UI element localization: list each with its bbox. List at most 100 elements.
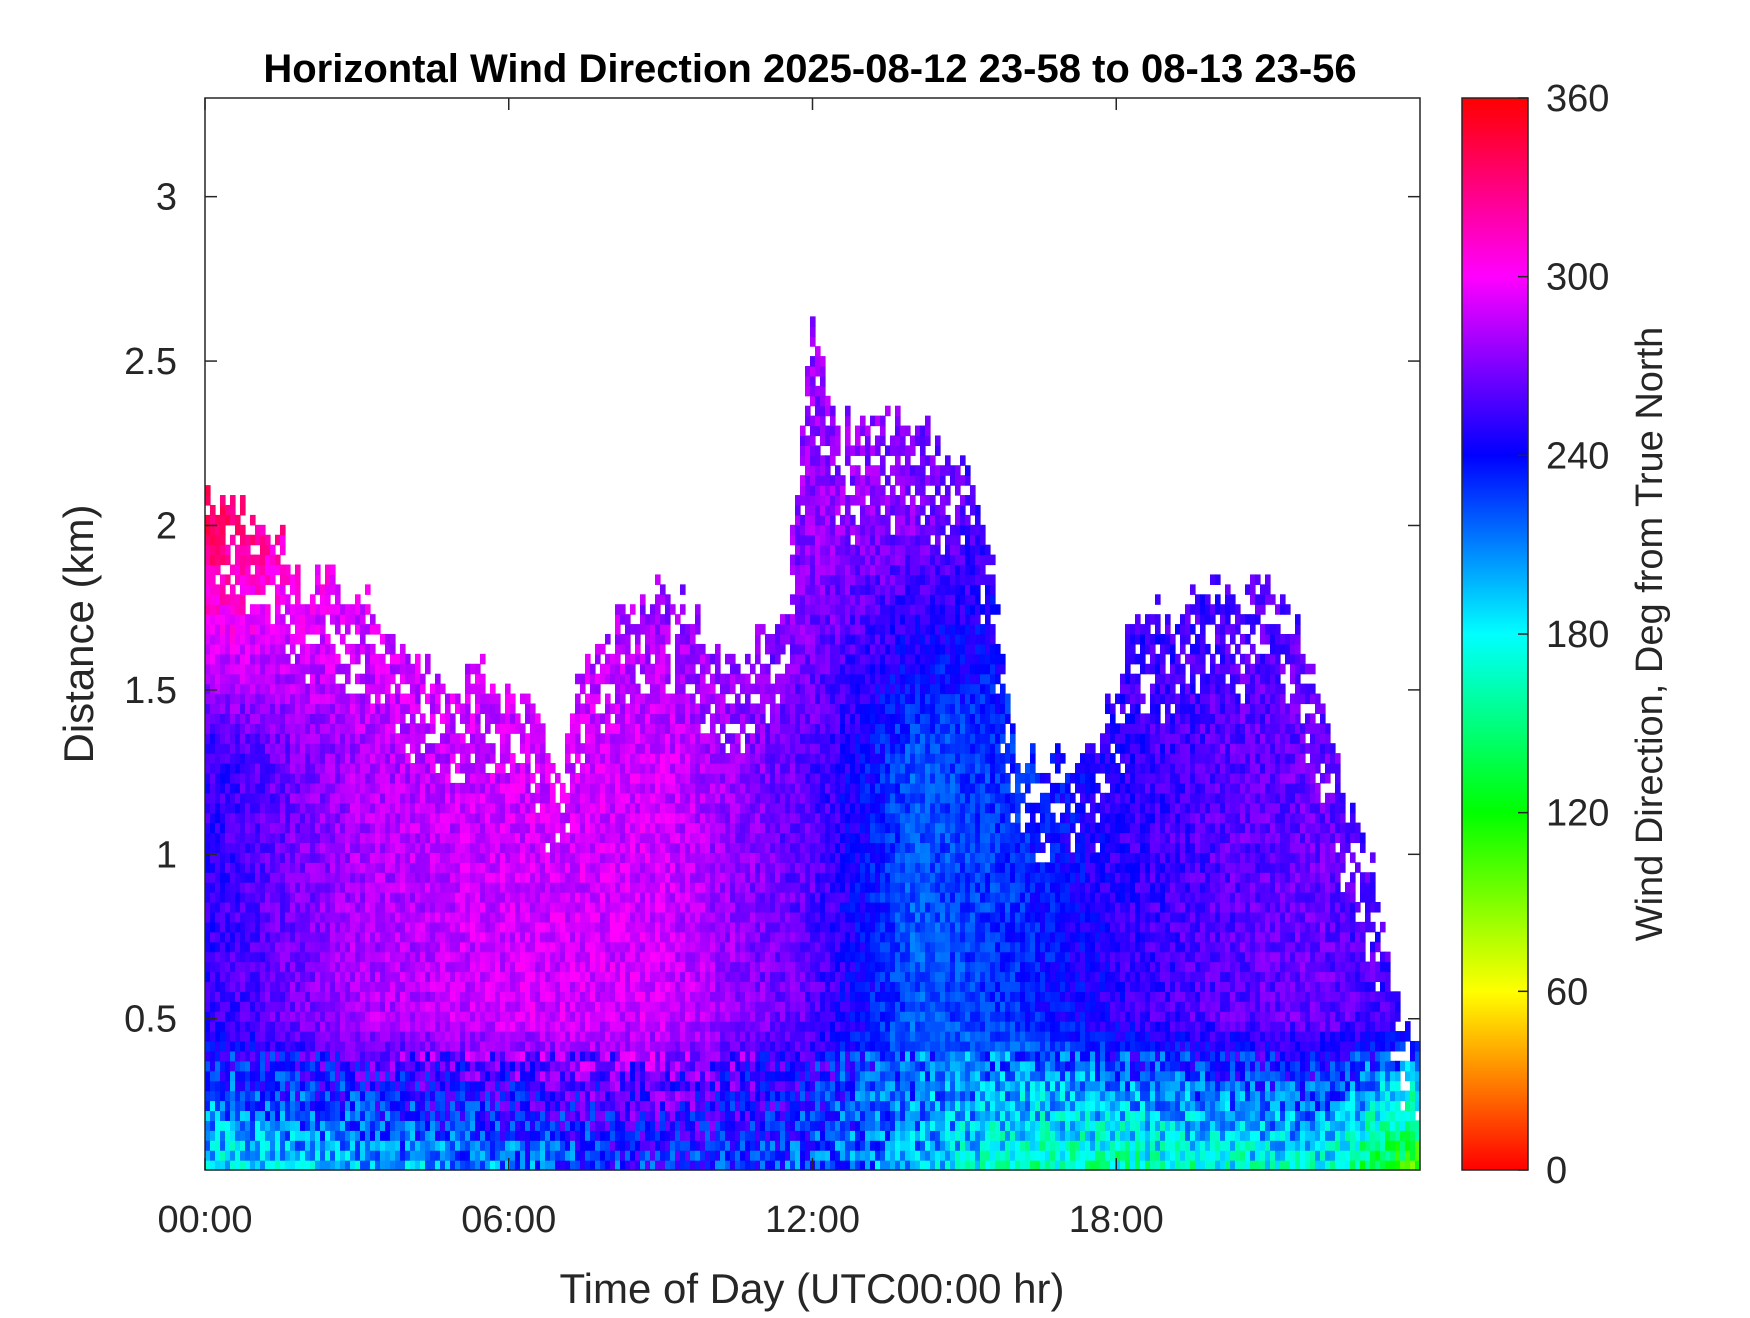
heatmap-cell	[485, 981, 491, 992]
heatmap-cell	[285, 911, 291, 923]
heatmap-cell	[450, 971, 456, 983]
heatmap-cell	[220, 892, 226, 903]
heatmap-cell	[575, 862, 581, 873]
heatmap-cell	[490, 1140, 496, 1151]
heatmap-cell	[665, 763, 671, 774]
heatmap-cell	[310, 753, 316, 764]
heatmap-cell	[380, 653, 386, 665]
heatmap-cell	[435, 782, 441, 794]
heatmap-cell	[665, 772, 671, 784]
heatmap-cell	[375, 1060, 381, 1072]
heatmap-cell	[630, 812, 636, 824]
heatmap-cell	[255, 822, 261, 834]
heatmap-cell	[260, 1031, 266, 1042]
heatmap-cell	[600, 1100, 606, 1112]
heatmap-cell	[570, 802, 576, 814]
heatmap-cell	[350, 822, 356, 834]
heatmap-cell	[360, 1001, 366, 1012]
heatmap-cell	[550, 1090, 556, 1102]
heatmap-cell	[220, 683, 226, 695]
heatmap-cell	[450, 931, 456, 943]
heatmap-cell	[555, 1011, 561, 1022]
heatmap-cell	[470, 1150, 476, 1161]
heatmap-cell	[425, 882, 431, 893]
heatmap-cell	[375, 921, 381, 933]
heatmap-cell	[430, 713, 436, 724]
heatmap-cell	[405, 792, 411, 804]
heatmap-cell	[480, 673, 486, 685]
heatmap-cell	[225, 634, 231, 645]
heatmap-cell	[375, 862, 381, 873]
heatmap-cell	[430, 911, 436, 923]
heatmap-cell	[360, 1110, 366, 1121]
heatmap-cell	[505, 733, 511, 744]
heatmap-cell	[600, 1021, 606, 1032]
heatmap-cell	[625, 882, 631, 893]
heatmap-cell	[270, 713, 276, 724]
heatmap-cell	[295, 683, 301, 695]
heatmap-cell	[395, 683, 401, 695]
heatmap-cell	[375, 1120, 381, 1131]
heatmap-cell	[615, 951, 621, 963]
heatmap-cell	[290, 961, 296, 973]
heatmap-cell	[270, 1001, 276, 1012]
heatmap-cell	[290, 1070, 296, 1082]
heatmap-cell	[345, 1120, 351, 1131]
heatmap-cell	[315, 911, 321, 923]
heatmap-cell	[650, 1031, 656, 1042]
heatmap-cell	[460, 862, 466, 873]
heatmap-cell	[245, 802, 251, 814]
heatmap-cell	[290, 1130, 296, 1141]
heatmap-cell	[585, 802, 591, 814]
heatmap-cell	[545, 1001, 551, 1012]
heatmap-cell	[570, 991, 576, 1002]
heatmap-cell	[265, 614, 271, 625]
heatmap-cell	[365, 1160, 371, 1171]
heatmap-cell	[470, 981, 476, 992]
heatmap-cell	[670, 1150, 676, 1161]
heatmap-cell	[265, 782, 271, 794]
heatmap-cell	[260, 624, 266, 635]
heatmap-cell	[245, 782, 251, 794]
heatmap-cell	[465, 723, 471, 734]
heatmap-cell	[305, 911, 311, 923]
heatmap-cell	[370, 713, 376, 724]
heatmap-cell	[660, 713, 666, 724]
heatmap-cell	[505, 882, 511, 893]
heatmap-cell	[460, 832, 466, 844]
heatmap-cell	[460, 921, 466, 933]
heatmap-cell	[595, 902, 601, 913]
heatmap-cell	[365, 753, 371, 764]
heatmap-cell	[595, 782, 601, 794]
heatmap-cell	[495, 921, 501, 933]
heatmap-cell	[540, 1060, 546, 1072]
heatmap-cell	[525, 882, 531, 893]
heatmap-cell	[250, 921, 256, 933]
heatmap-cell	[460, 1130, 466, 1141]
heatmap-cell	[640, 604, 646, 615]
heatmap-cell	[255, 1120, 261, 1131]
heatmap-cell	[275, 1031, 281, 1042]
heatmap-cell	[240, 951, 246, 963]
heatmap-cell	[350, 981, 356, 992]
heatmap-cell	[255, 584, 261, 595]
heatmap-cell	[665, 951, 671, 963]
heatmap-cell	[465, 842, 471, 853]
heatmap-cell	[455, 763, 461, 774]
heatmap-cell	[500, 1090, 506, 1102]
heatmap-cell	[535, 733, 541, 744]
heatmap-cell	[440, 921, 446, 933]
heatmap-cell	[320, 921, 326, 933]
heatmap-cell	[260, 693, 266, 705]
heatmap-cell	[210, 1021, 216, 1032]
heatmap-cell	[645, 951, 651, 963]
heatmap-cell	[300, 822, 306, 834]
heatmap-cell	[435, 1070, 441, 1082]
heatmap-cell	[375, 1100, 381, 1112]
heatmap-cell	[475, 862, 481, 873]
heatmap-cell	[565, 1050, 571, 1062]
heatmap-cell	[490, 921, 496, 933]
heatmap-cell	[370, 911, 376, 923]
heatmap-cell	[590, 882, 596, 893]
heatmap-cell	[345, 911, 351, 923]
